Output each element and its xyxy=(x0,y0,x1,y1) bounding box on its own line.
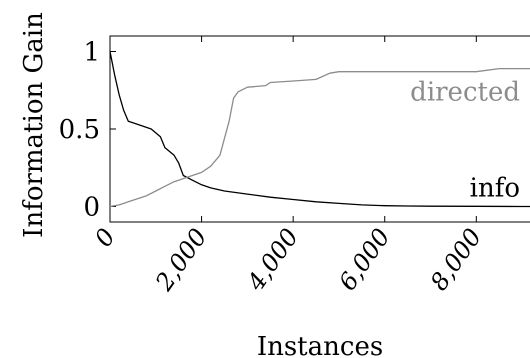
series-line-info xyxy=(109,51,530,208)
y-tick-label: 0.5 xyxy=(59,115,100,145)
series-line-directed xyxy=(109,67,530,208)
x-tick-label: 0 xyxy=(89,223,121,252)
x-tick-label: 8,000 xyxy=(425,223,487,295)
y-axis-title: Information Gain xyxy=(19,12,49,238)
plot-frame xyxy=(109,35,530,223)
series-label-info: info xyxy=(470,174,520,204)
y-tick-label: 1 xyxy=(83,38,100,68)
series-label-directed: directed xyxy=(410,78,520,108)
x-tick-label: 6,000 xyxy=(333,223,395,295)
x-tick-label: 2,000 xyxy=(150,223,213,296)
x-axis-title: Instances xyxy=(257,332,383,358)
x-tick-label: 4,000 xyxy=(241,223,304,296)
y-tick-label: 0 xyxy=(83,193,100,223)
